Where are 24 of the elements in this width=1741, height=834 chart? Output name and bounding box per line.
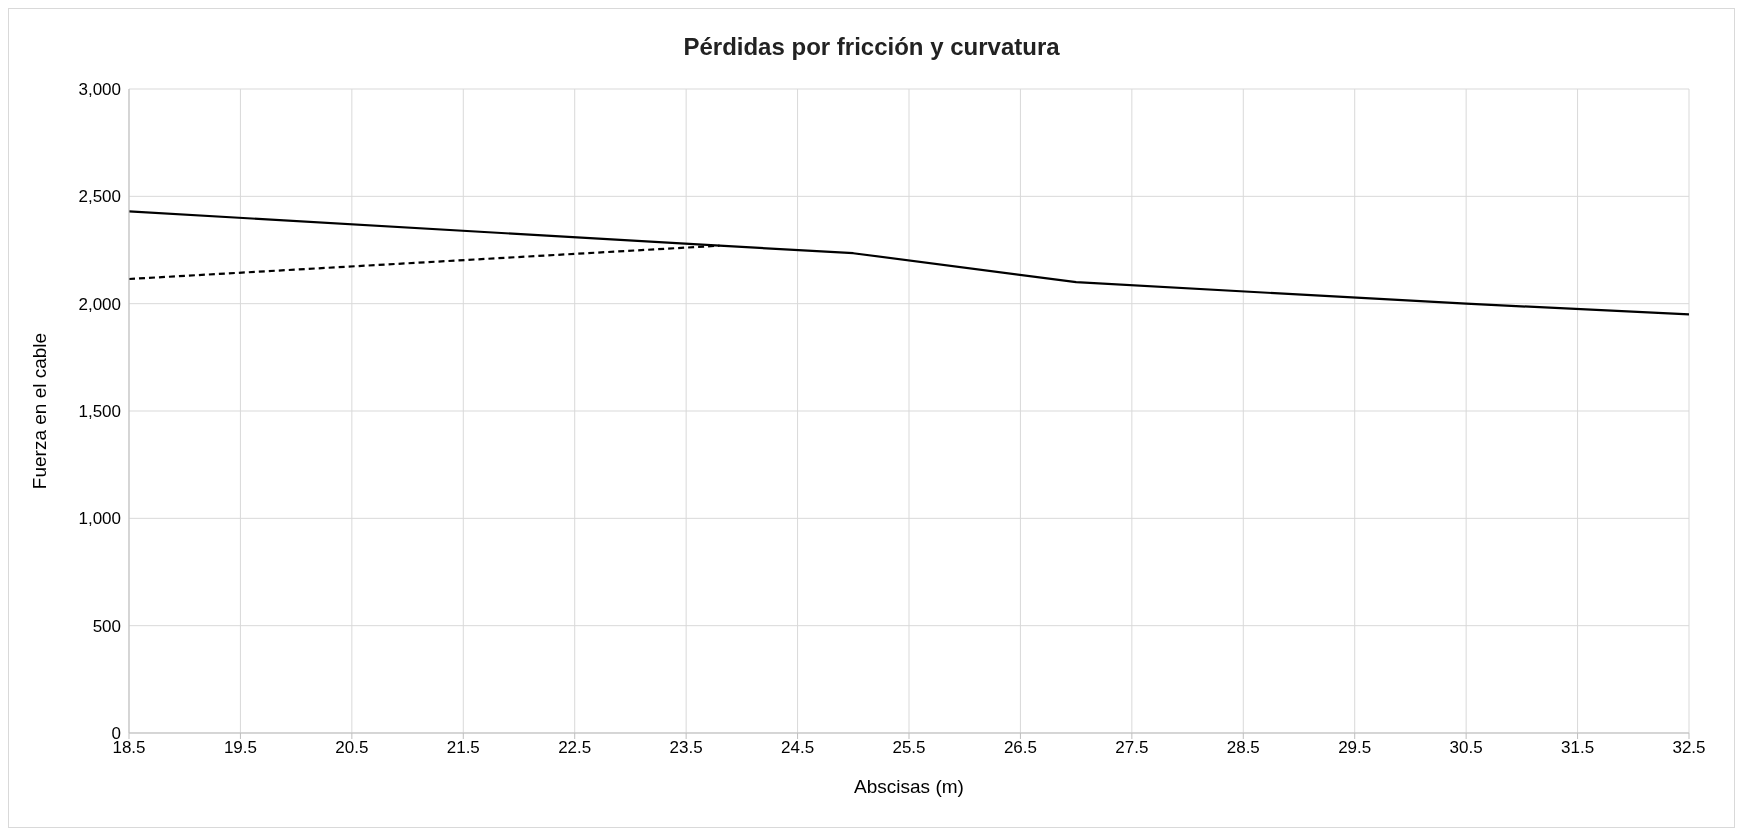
y-tick-label: 2,000 xyxy=(78,294,121,314)
x-tick-label: 23.5 xyxy=(669,738,703,758)
x-tick-label: 25.5 xyxy=(892,738,926,758)
x-tick-label: 32.5 xyxy=(1672,738,1706,758)
x-tick-label: 28.5 xyxy=(1226,738,1260,758)
chart-title: Pérdidas por fricción y curvatura xyxy=(682,32,1061,62)
x-tick-label: 29.5 xyxy=(1338,738,1372,758)
x-tick-label: 24.5 xyxy=(781,738,815,758)
x-tick-label: 21.5 xyxy=(446,738,480,758)
y-tick-label: 1,000 xyxy=(78,509,121,529)
y-tick-label: 2,500 xyxy=(78,187,121,207)
y-tick-label: 500 xyxy=(92,616,121,636)
x-tick-label: 20.5 xyxy=(335,738,369,758)
x-axis-title: Abscisas (m) xyxy=(854,776,964,797)
y-tick-label: 1,500 xyxy=(78,402,121,422)
x-tick-label: 22.5 xyxy=(558,738,592,758)
x-tick-label: 26.5 xyxy=(1003,738,1037,758)
x-tick-label: 30.5 xyxy=(1449,738,1483,758)
x-tick-label: 27.5 xyxy=(1115,738,1149,758)
y-tick-label: 3,000 xyxy=(78,80,121,100)
x-tick-label: 19.5 xyxy=(223,738,257,758)
y-axis-title: Fuerza en el cable xyxy=(28,332,50,490)
line-series xyxy=(129,210,1689,316)
x-tick-label: 31.5 xyxy=(1561,738,1595,758)
